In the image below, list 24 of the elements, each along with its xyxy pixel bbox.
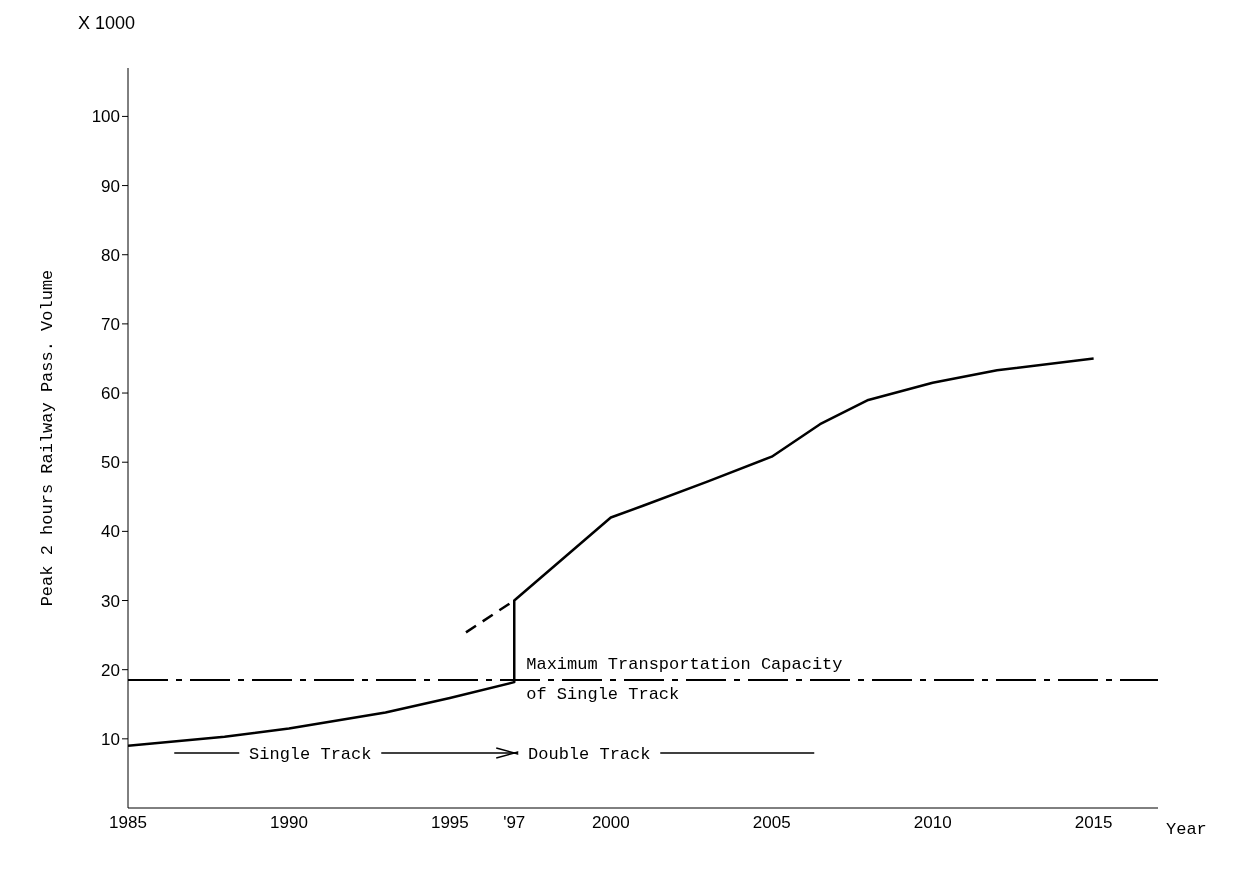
text: X 1000 — [78, 13, 136, 34]
x-tick-label: 1985 — [109, 813, 147, 833]
x-tick-label: 2005 — [752, 813, 791, 833]
y-tick-label: 90 — [101, 176, 120, 196]
x-tick-label: '97 — [503, 813, 526, 833]
x-tick-label: 2015 — [1074, 813, 1113, 833]
y-tick-label: 50 — [101, 453, 120, 473]
y-tick-label: 10 — [101, 729, 120, 749]
y-tick-label: 100 — [91, 107, 120, 127]
y-tick-label: 40 — [101, 522, 120, 542]
x-tick-label: 2010 — [913, 813, 952, 833]
x-tick-label: 1990 — [270, 813, 308, 833]
y-tick-label: 60 — [101, 384, 120, 404]
ref-line-label: Maximum Transportation Capacity of Single Track — [526, 654, 844, 707]
x-tick-label: 2000 — [591, 813, 630, 833]
y-axis-title: Peak 2 hours Railway Pass. Volume — [38, 269, 57, 607]
y-tick-label: 80 — [101, 245, 120, 265]
y-tick-label: 70 — [101, 314, 120, 334]
y-tick-label: 30 — [101, 591, 120, 611]
annotation: Single Track — [249, 744, 372, 764]
y-tick-label: 20 — [101, 660, 120, 680]
x-tick-label: 1995 — [430, 813, 469, 833]
annotation: Double Track — [528, 744, 651, 764]
x-axis-title: Year — [1166, 820, 1207, 839]
